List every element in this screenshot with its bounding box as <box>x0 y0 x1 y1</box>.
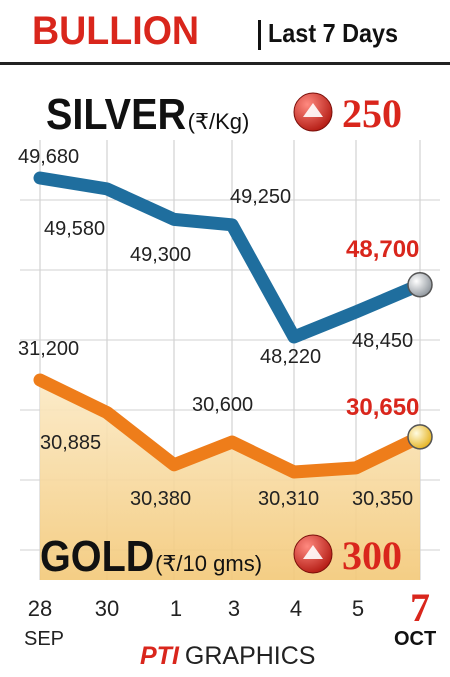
x-tick-7: 7 <box>410 585 430 630</box>
silver-change: 250 <box>342 91 402 136</box>
silver-name: SILVER <box>46 90 187 139</box>
x-month-start: SEP <box>24 628 65 650</box>
title-separator <box>258 20 261 50</box>
silver-label-1: 49,680 <box>18 146 80 168</box>
arrow-up-icon <box>303 103 323 117</box>
silver-change-badge <box>293 92 333 132</box>
page-title: BULLION <box>32 9 200 53</box>
gold-label-5: 30,310 <box>258 488 320 510</box>
silver-label-5: 48,220 <box>260 346 322 368</box>
gold-change-badge <box>293 534 333 574</box>
pti-logo: PTI <box>140 642 179 670</box>
gold-point-7 <box>407 424 433 450</box>
silver-unit: (₹/Kg) <box>187 109 250 134</box>
gold-name: GOLD <box>40 532 155 581</box>
x-month-end: OCT <box>394 628 437 650</box>
header: BULLION Last 7 Days <box>0 0 450 65</box>
silver-label-2: 49,580 <box>44 218 106 240</box>
gold-label-3: 30,380 <box>130 488 192 510</box>
gold-label-4: 30,600 <box>192 394 254 416</box>
x-tick-30: 30 <box>94 596 120 621</box>
x-tick-28: 28 <box>27 596 53 621</box>
silver-label-7: 48,700 <box>346 236 420 263</box>
x-tick-4: 4 <box>289 596 303 621</box>
page-subtitle: Last 7 Days <box>268 18 399 48</box>
gold-label-1: 31,200 <box>18 338 80 360</box>
arrow-up-icon <box>303 545 323 559</box>
gold-unit: (₹/10 gms) <box>155 551 263 576</box>
x-tick-3: 3 <box>227 596 241 621</box>
gold-label-2: 30,885 <box>40 432 102 454</box>
gold-change: 300 <box>342 533 402 578</box>
silver-label-3: 49,300 <box>130 244 192 266</box>
silver-point-7 <box>407 271 433 298</box>
silver-label-6: 48,450 <box>352 330 414 352</box>
gold-label-7: 30,650 <box>346 394 420 421</box>
silver-heading: SILVER(₹/Kg) <box>46 90 249 140</box>
gold-label-6: 30,350 <box>352 488 414 510</box>
gold-heading: GOLD(₹/10 gms) <box>40 532 262 582</box>
x-tick-5: 5 <box>351 596 365 621</box>
silver-label-4: 49,250 <box>230 186 292 208</box>
credit: PTI GRAPHICS <box>140 642 316 671</box>
gold-area-fill <box>40 380 420 580</box>
series-layer <box>33 171 433 479</box>
change-badges <box>293 92 333 574</box>
credit-text: GRAPHICS <box>184 642 316 670</box>
x-tick-1: 1 <box>169 596 183 621</box>
